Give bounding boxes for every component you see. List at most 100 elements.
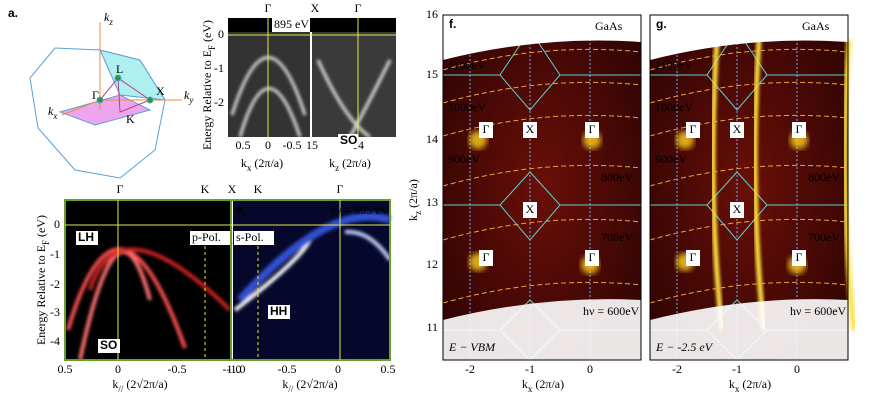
badge (479, 250, 493, 266)
map-overlay (649, 14, 857, 361)
panel-label: g. (656, 17, 667, 31)
energy-label: 800eV (808, 170, 840, 184)
x-tick-label: 0 (587, 362, 593, 376)
x-tick-label: -0.5 (168, 362, 187, 376)
y-tick-label: 0 (218, 27, 224, 41)
axis-label: kx (2π/a) (241, 156, 283, 173)
badge (792, 122, 806, 138)
y-tick-label: -1 (214, 61, 224, 75)
badge (585, 250, 599, 266)
text-part: k (184, 88, 190, 102)
text-part: (2√2π/a) (123, 377, 167, 391)
energy-arc (649, 164, 849, 187)
point-label: X (526, 122, 535, 136)
axis-label: k// (2√2π/a) (282, 377, 337, 393)
arpes-c (312, 18, 396, 137)
badge (798, 18, 844, 36)
energy-label: 800eV (601, 170, 633, 184)
text-part: k (406, 215, 420, 221)
band-label: HH (270, 304, 287, 318)
text-part: // (118, 384, 124, 393)
point-label: X (526, 202, 535, 216)
y-tick-label: -2 (214, 95, 224, 109)
badge (76, 231, 98, 245)
y-tick-label: 15 (426, 67, 438, 81)
text-part: // (288, 384, 294, 393)
badge (792, 250, 806, 266)
energy-label: 900eV (448, 152, 480, 166)
energy-arc (442, 48, 642, 71)
text-part: x (528, 384, 533, 393)
brillouin-zone (29, 22, 182, 179)
energy-arc (649, 218, 849, 241)
y-tick-label: -3 (50, 305, 60, 319)
text-part: x (247, 163, 252, 173)
x-tick-label: 0 (794, 362, 800, 376)
text-part: x (735, 384, 740, 393)
text-part: (eV) (34, 215, 48, 240)
point-label: K (126, 112, 135, 126)
panel-label: e. (236, 203, 246, 217)
badge (98, 339, 120, 353)
panel-label: f. (449, 17, 456, 31)
badge (190, 231, 230, 245)
badge (686, 250, 700, 266)
axis-label: kz (2π/a) (406, 179, 423, 221)
arpes-b (228, 18, 310, 137)
text-part: (2π/a) (406, 179, 420, 211)
text-part: k (112, 377, 118, 391)
y-tick-label: 11 (426, 320, 438, 334)
point-label: Γ (690, 250, 697, 264)
badge (234, 231, 274, 245)
intensity (752, 39, 767, 331)
energy-arc (442, 281, 642, 304)
text-part: E (200, 50, 214, 57)
y-tick-label: 0 (54, 217, 60, 231)
text-part: (eV) (200, 20, 214, 45)
band-label: SO (340, 133, 357, 147)
point-label: Γ (796, 122, 803, 136)
energy-arc (442, 164, 642, 187)
text-part: z (413, 211, 423, 215)
energy-arc (649, 281, 849, 304)
axis-label: ky (184, 88, 193, 105)
badge (338, 134, 358, 148)
axis-label: kx (2π/a) (522, 377, 564, 393)
text-part: k (241, 156, 247, 170)
text-part: y (188, 95, 193, 105)
axis-label: k// (2√2π/a) (112, 377, 167, 393)
energy-label: 1100eV (655, 58, 693, 72)
point-label: Γ (796, 250, 803, 264)
x-tick-label: 0 (265, 138, 271, 152)
text-part: (2π/a) (532, 377, 564, 391)
text-part: (2√2π/a) (293, 377, 337, 391)
mode-label: E − VBM (448, 340, 496, 354)
badge (730, 122, 744, 138)
panel-label: d. (69, 203, 80, 217)
text-part: Energy Relative to (200, 57, 214, 150)
band-label: SO (100, 338, 117, 352)
x-tick-label: -0.5 (283, 138, 302, 152)
energy-arc (442, 218, 642, 241)
text-part: k (282, 377, 288, 391)
text-part: k (522, 377, 528, 391)
text-part: z (335, 163, 339, 173)
badge (686, 122, 700, 138)
energy-label: hν = 600eV (583, 304, 640, 318)
badge (523, 202, 537, 218)
x-tick-label: 0.5 (58, 362, 73, 376)
energy-label: 700eV (601, 230, 633, 244)
symmetry-label: X (228, 182, 237, 196)
panel-label: a. (8, 6, 18, 20)
symmetry-label: Γ (355, 1, 362, 15)
x-tick-label: -1.0 (227, 362, 246, 376)
frame (442, 14, 642, 361)
point-label: Γ (483, 250, 490, 264)
text-part: k (729, 377, 735, 391)
intensity (842, 39, 857, 331)
symmetry-label: K (254, 182, 263, 196)
energy-arc (649, 114, 849, 137)
x-tick-label: -2 (465, 362, 475, 376)
x-tick-label: -1 (525, 362, 535, 376)
